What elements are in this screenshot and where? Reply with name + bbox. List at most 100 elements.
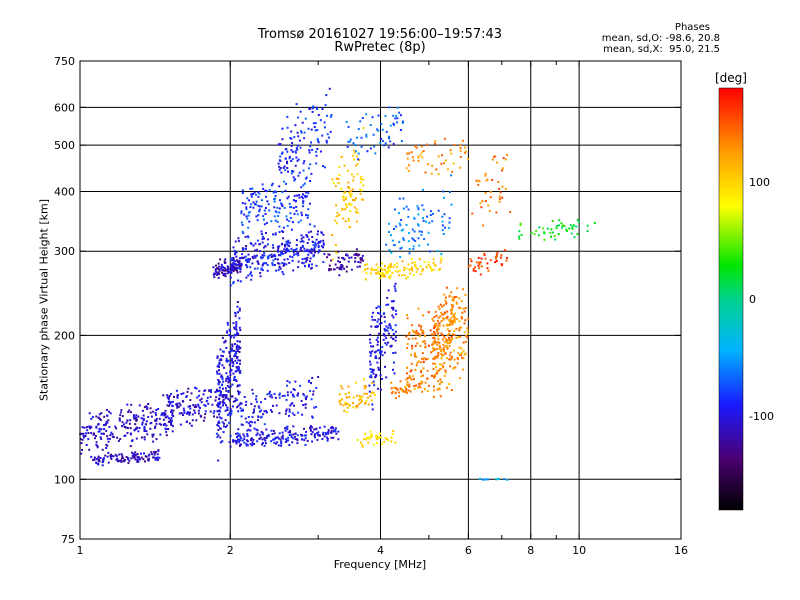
data-point bbox=[401, 260, 404, 263]
data-point bbox=[391, 392, 393, 395]
data-point bbox=[219, 392, 222, 395]
data-point bbox=[361, 198, 364, 201]
data-point bbox=[381, 442, 384, 445]
data-point bbox=[270, 253, 273, 256]
data-point bbox=[170, 422, 173, 425]
data-point bbox=[409, 376, 412, 379]
data-point bbox=[448, 332, 451, 335]
data-point bbox=[325, 141, 328, 144]
data-point bbox=[367, 437, 370, 440]
data-point bbox=[216, 436, 219, 439]
data-point bbox=[355, 254, 358, 257]
data-point bbox=[395, 114, 398, 117]
data-point bbox=[97, 460, 100, 463]
data-point bbox=[444, 159, 447, 162]
data-point bbox=[109, 412, 112, 415]
data-point bbox=[290, 172, 293, 175]
data-point bbox=[417, 224, 420, 227]
data-point bbox=[240, 423, 243, 426]
data-point bbox=[518, 237, 521, 240]
data-point bbox=[248, 199, 250, 202]
data-point bbox=[115, 427, 118, 430]
data-point bbox=[456, 287, 459, 290]
colorbar bbox=[718, 87, 744, 511]
data-point bbox=[189, 405, 192, 408]
data-point bbox=[256, 260, 259, 263]
data-point bbox=[408, 383, 411, 386]
data-point bbox=[85, 444, 88, 446]
data-point bbox=[323, 253, 326, 256]
data-point bbox=[443, 336, 446, 338]
data-point bbox=[400, 219, 403, 221]
data-point bbox=[258, 406, 261, 409]
data-point bbox=[181, 400, 184, 402]
data-point bbox=[385, 303, 388, 306]
data-point bbox=[449, 191, 451, 193]
data-point bbox=[263, 254, 266, 257]
data-point bbox=[283, 180, 286, 183]
data-point bbox=[229, 385, 232, 388]
data-point bbox=[370, 433, 373, 436]
data-point bbox=[313, 225, 316, 228]
data-point bbox=[295, 200, 297, 202]
data-point bbox=[295, 247, 298, 250]
data-point bbox=[236, 356, 239, 358]
data-point bbox=[290, 391, 293, 394]
data-point bbox=[274, 258, 277, 260]
data-point bbox=[231, 343, 234, 346]
data-point bbox=[353, 206, 356, 209]
data-point bbox=[221, 271, 224, 274]
data-point bbox=[261, 241, 264, 244]
data-point bbox=[221, 364, 224, 367]
data-point bbox=[235, 334, 237, 337]
data-point bbox=[467, 158, 470, 161]
data-point bbox=[195, 387, 198, 390]
data-point bbox=[442, 365, 445, 368]
data-point bbox=[164, 427, 167, 430]
data-point bbox=[410, 257, 413, 260]
data-point bbox=[293, 194, 296, 197]
data-point bbox=[413, 261, 416, 264]
data-point bbox=[281, 230, 284, 233]
data-point bbox=[449, 321, 452, 324]
data-point bbox=[334, 427, 337, 430]
data-point bbox=[247, 253, 250, 256]
data-point bbox=[338, 400, 341, 403]
data-point bbox=[227, 323, 229, 326]
data-point bbox=[294, 124, 297, 127]
data-point bbox=[243, 213, 246, 216]
data-point bbox=[456, 362, 459, 365]
data-point bbox=[446, 334, 449, 337]
data-point bbox=[228, 377, 231, 380]
data-point bbox=[223, 394, 226, 397]
data-point bbox=[220, 354, 223, 357]
data-point bbox=[426, 377, 429, 380]
data-point bbox=[389, 266, 392, 269]
data-point bbox=[484, 191, 487, 194]
data-point bbox=[300, 399, 303, 402]
data-point bbox=[257, 191, 260, 194]
data-point bbox=[352, 406, 355, 409]
data-point bbox=[447, 227, 450, 230]
data-point bbox=[221, 266, 224, 268]
data-point bbox=[382, 313, 385, 315]
data-point bbox=[443, 375, 446, 377]
data-point bbox=[258, 208, 261, 211]
data-point bbox=[286, 258, 289, 261]
data-point bbox=[458, 377, 461, 380]
echo-cluster bbox=[229, 225, 326, 287]
data-point bbox=[438, 383, 441, 386]
data-point bbox=[384, 437, 387, 440]
data-point bbox=[336, 211, 339, 214]
data-point bbox=[306, 235, 309, 238]
data-point bbox=[271, 410, 273, 413]
data-point bbox=[278, 207, 281, 210]
data-point bbox=[343, 267, 346, 270]
data-point bbox=[394, 391, 397, 394]
data-point bbox=[399, 380, 402, 383]
data-point bbox=[275, 269, 277, 272]
data-point bbox=[281, 434, 284, 437]
data-point bbox=[233, 263, 236, 266]
data-point bbox=[261, 433, 264, 436]
data-point bbox=[405, 335, 408, 338]
